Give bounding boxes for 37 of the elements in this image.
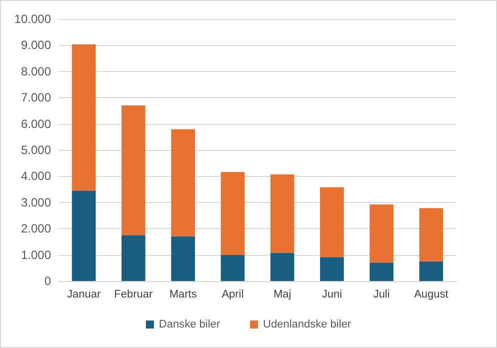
- x-tick-label: Marts: [169, 288, 198, 300]
- bar: [270, 174, 294, 253]
- y-tick-label: 8.000: [20, 64, 52, 78]
- x-tick-label: Juni: [322, 288, 342, 300]
- bar: [320, 187, 344, 258]
- legend-label: Danske biler: [158, 318, 220, 330]
- bar: [370, 262, 394, 281]
- bar: [220, 172, 245, 256]
- y-tick-label: 1.000: [20, 248, 52, 262]
- x-tick-label: Maj: [273, 288, 292, 300]
- x-tick-label: April: [222, 288, 244, 300]
- x-tick-label: Juli: [373, 288, 390, 300]
- bar: [320, 257, 344, 281]
- legend-label: Udenlandske biler: [263, 318, 352, 330]
- x-tick-label: Januar: [66, 288, 101, 300]
- bar: [270, 252, 294, 281]
- bar: [122, 235, 146, 281]
- bar: [171, 236, 195, 281]
- y-tick-label: 2.000: [20, 222, 52, 236]
- bar: [122, 105, 146, 236]
- bar: [419, 261, 444, 281]
- y-tick-label: 7.000: [20, 90, 52, 105]
- x-tick-label: August: [414, 288, 448, 300]
- bar: [419, 208, 444, 262]
- y-tick-label: 9.000: [20, 38, 52, 52]
- bar: [72, 44, 96, 191]
- bar: [72, 190, 96, 281]
- y-tick-label: 4.000: [20, 169, 52, 184]
- x-tick-label: Februar: [114, 288, 154, 300]
- y-tick-label: 5.000: [20, 143, 52, 157]
- y-tick-label: 6.000: [20, 116, 52, 131]
- bar: [220, 255, 245, 281]
- bar: [171, 129, 195, 236]
- y-tick-label: 3.000: [20, 195, 52, 210]
- bar: [370, 204, 394, 263]
- y-tick-label: 0: [44, 274, 52, 288]
- y-tick-label: 10.000: [14, 12, 52, 26]
